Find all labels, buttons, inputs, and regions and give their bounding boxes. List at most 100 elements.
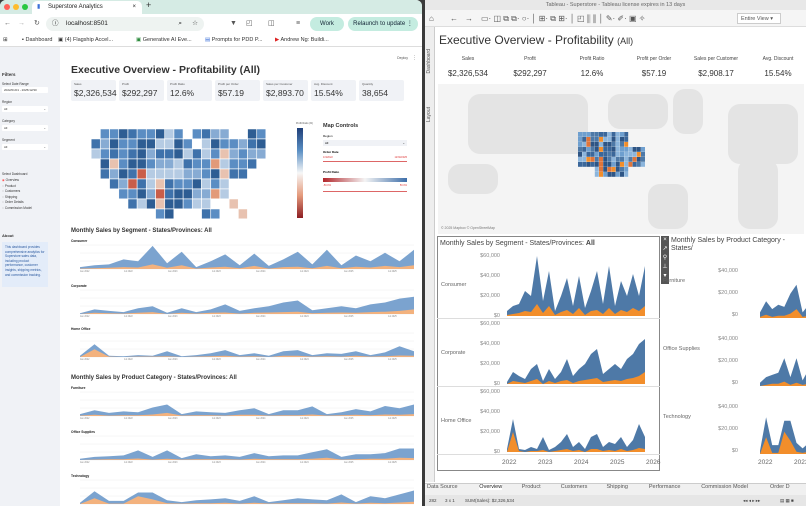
province-region[interactable] [586, 147, 591, 152]
state-region[interactable] [219, 128, 230, 140]
area-chart-corporate[interactable] [80, 289, 414, 315]
state-region[interactable] [238, 208, 248, 220]
province-region[interactable] [586, 137, 591, 142]
province-region[interactable] [632, 152, 637, 157]
province-region[interactable] [590, 147, 595, 152]
state-region[interactable] [182, 198, 193, 210]
province-region[interactable] [586, 162, 591, 167]
state-region[interactable] [219, 138, 230, 150]
dashboard-radio-overview[interactable]: ◉ Overview [2, 178, 19, 182]
state-region[interactable] [219, 178, 230, 190]
segment-select[interactable]: All ⌄ [2, 144, 48, 150]
province-region[interactable] [590, 142, 595, 147]
province-region[interactable] [607, 157, 612, 162]
state-region[interactable] [127, 198, 138, 210]
site-info-icon[interactable]: ⓘ [52, 20, 59, 27]
province-region[interactable] [641, 157, 645, 162]
state-region[interactable] [100, 158, 110, 170]
menu-icon[interactable]: ⋮ [412, 55, 417, 61]
map-region-select[interactable]: All ⌄ [323, 140, 407, 146]
state-region[interactable] [210, 178, 221, 190]
province-region[interactable] [611, 167, 616, 172]
state-region[interactable] [136, 158, 147, 170]
state-region[interactable] [228, 138, 239, 150]
state-region[interactable] [219, 158, 230, 170]
state-region[interactable] [210, 158, 221, 170]
province-region[interactable] [628, 152, 633, 157]
province-region[interactable] [599, 162, 603, 167]
state-region[interactable] [146, 138, 156, 150]
province-region[interactable] [582, 152, 587, 157]
state-region[interactable] [238, 168, 248, 180]
province-region[interactable] [615, 142, 620, 147]
province-region[interactable] [578, 147, 582, 152]
dashboard-radio-order-details[interactable]: ○ Order Details [2, 200, 24, 204]
province-region[interactable] [599, 172, 603, 177]
state-region[interactable] [182, 158, 193, 170]
province-region[interactable] [582, 142, 587, 147]
province-region[interactable] [578, 137, 582, 142]
state-region[interactable] [136, 128, 147, 140]
state-region[interactable] [173, 138, 184, 150]
state-region[interactable] [219, 188, 230, 200]
zoom-icon[interactable]: ⌕ [178, 20, 182, 27]
tableau-area-corporate[interactable] [507, 322, 647, 386]
province-region[interactable] [578, 142, 582, 147]
state-region[interactable] [247, 158, 257, 170]
sheet-tab-customers[interactable]: Customers [560, 484, 588, 490]
forward-icon[interactable]: → [18, 20, 25, 27]
province-region[interactable] [636, 147, 641, 152]
province-region[interactable] [594, 172, 599, 177]
province-region[interactable] [594, 142, 599, 147]
province-region[interactable] [586, 132, 591, 137]
go-to-sheet-icon[interactable]: ↗ [662, 246, 668, 252]
area-chart-furniture[interactable] [80, 391, 414, 417]
sales-area[interactable] [80, 344, 414, 357]
pin-icon[interactable]: ⊥ [662, 264, 668, 270]
province-region[interactable] [590, 157, 595, 162]
province-region[interactable] [582, 132, 587, 137]
state-region[interactable] [201, 198, 211, 210]
state-region[interactable] [210, 138, 221, 150]
province-region[interactable] [599, 142, 603, 147]
province-region[interactable] [624, 172, 629, 177]
province-region[interactable] [582, 157, 587, 162]
province-region[interactable] [594, 157, 599, 162]
state-region[interactable] [182, 168, 193, 180]
state-region[interactable] [127, 168, 138, 180]
state-region[interactable] [210, 148, 221, 160]
close-icon[interactable]: × [663, 237, 667, 243]
state-region[interactable] [228, 168, 239, 180]
layout-tab[interactable]: Layout [426, 107, 432, 123]
province-region[interactable] [620, 132, 624, 137]
state-region[interactable] [109, 128, 119, 140]
state-region[interactable] [136, 178, 147, 190]
state-region[interactable] [228, 158, 239, 170]
state-region[interactable] [164, 128, 175, 140]
state-region[interactable] [164, 148, 175, 160]
province-region[interactable] [607, 167, 612, 172]
state-region[interactable] [238, 138, 248, 150]
state-region[interactable] [201, 128, 211, 140]
state-region[interactable] [192, 178, 202, 190]
state-region[interactable] [100, 168, 110, 180]
province-region[interactable] [607, 132, 612, 137]
profit-area[interactable] [80, 457, 414, 460]
state-region[interactable] [118, 188, 129, 200]
state-region[interactable] [155, 148, 165, 160]
state-region[interactable] [155, 188, 165, 200]
province-region[interactable] [615, 152, 620, 157]
state-region[interactable] [201, 178, 211, 190]
sheet-tab-product[interactable]: Product [521, 484, 541, 490]
province-region[interactable] [611, 147, 616, 152]
sheet-tab-shipping[interactable]: Shipping [606, 484, 628, 490]
sales-area[interactable] [80, 404, 414, 417]
state-region[interactable] [210, 208, 221, 220]
province-region[interactable] [615, 132, 620, 137]
state-region[interactable] [164, 198, 175, 210]
view-icons[interactable]: ▤ ▦ ■ [780, 498, 794, 503]
state-region[interactable] [136, 148, 147, 160]
province-region[interactable] [599, 147, 603, 152]
province-region[interactable] [611, 162, 616, 167]
sheet-tab-performance[interactable]: Performance [648, 484, 681, 490]
